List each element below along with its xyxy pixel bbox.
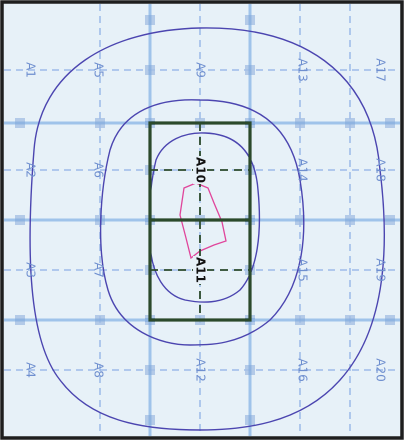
- cell-labels: A1 A2 A3 A4 A5 A6 A7 A8 A9 A10 A11 A12 A13 A14 A15 A16 A…: [24, 58, 388, 381]
- cell-label-a19: A19: [374, 258, 388, 281]
- cell-label-a17: A17: [374, 58, 388, 81]
- cell-label-a3: A3: [24, 262, 38, 278]
- diagram-frame: [0, 0, 404, 440]
- cell-label-a16: A16: [296, 358, 310, 381]
- cell-label-a13: A13: [296, 58, 310, 81]
- cell-label-a9: A9: [194, 62, 208, 78]
- outer-contour: [29, 27, 385, 431]
- cell-label-backdrop: [193, 156, 207, 184]
- cell-label-a4: A4: [24, 362, 38, 378]
- cell-label-a1: A1: [24, 62, 38, 78]
- cell-label-a20: A20: [374, 358, 388, 381]
- cell-label-a11: A11: [194, 257, 208, 283]
- cell-label-a14: A14: [296, 158, 310, 181]
- peak-contour: [179, 182, 227, 260]
- cell-label-a8: A8: [92, 362, 106, 378]
- cell-label-a12: A12: [194, 358, 208, 381]
- cell-label-a7: A7: [92, 262, 106, 278]
- middle-contour: [99, 99, 305, 346]
- cell-label-backdrop: [193, 256, 207, 284]
- cell-label-a2: A2: [24, 162, 38, 178]
- cell-label-a18: A18: [374, 158, 388, 181]
- cell-label-a15: A15: [296, 258, 310, 281]
- cell-label-a6: A6: [92, 162, 106, 178]
- cell-label-a5: A5: [92, 62, 106, 78]
- cell-label-a10: A10: [194, 157, 208, 183]
